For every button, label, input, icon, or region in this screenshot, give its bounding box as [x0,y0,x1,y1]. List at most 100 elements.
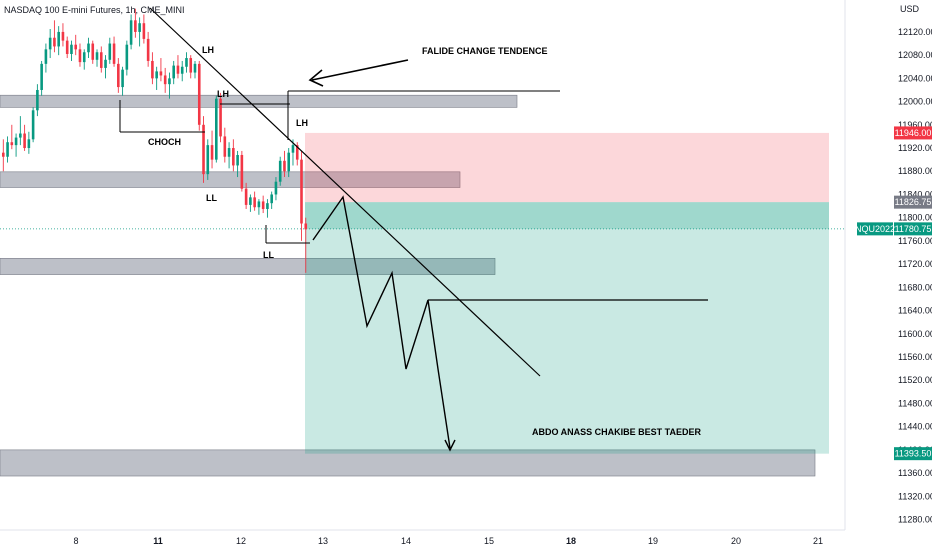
candle[interactable] [274,177,278,201]
candle[interactable] [159,58,163,82]
candle[interactable] [87,37,90,59]
candle[interactable] [232,139,235,172]
candle[interactable] [236,150,239,178]
candle[interactable] [202,116,205,183]
candle-body [172,65,175,79]
zone-11360[interactable] [0,449,816,477]
candle[interactable] [31,107,35,143]
candle[interactable] [197,60,201,131]
price-tag-bg [894,447,932,461]
candle[interactable] [134,8,137,38]
price-tag-text: 11393.50 [895,449,932,459]
candle[interactable] [138,17,141,47]
candle[interactable] [48,29,52,59]
candle[interactable] [27,131,31,154]
x-tick-label: 21 [813,536,823,546]
candle[interactable] [295,142,299,166]
candle-body [193,63,197,73]
price-tag-bg [894,195,932,209]
candle[interactable] [168,72,171,99]
candle[interactable] [257,199,261,215]
price-tag: 11393.50 [894,447,932,461]
candle[interactable] [95,49,99,67]
x-tick-label: 8 [73,536,78,546]
candle[interactable] [278,156,282,186]
candle[interactable] [172,60,175,85]
candle[interactable] [176,55,180,79]
candle[interactable] [40,60,43,96]
candle-body [65,40,69,54]
price-tag-bg [894,222,932,236]
candle[interactable] [117,58,120,93]
candle[interactable] [78,43,82,67]
candle[interactable] [125,40,129,76]
take-profit-zone[interactable] [305,202,829,454]
candle[interactable] [151,52,154,85]
candle[interactable] [193,60,197,79]
candle[interactable] [74,34,78,56]
candle[interactable] [189,55,193,79]
candle[interactable] [19,116,22,146]
candle[interactable] [244,182,248,209]
candle[interactable] [287,148,291,178]
candle[interactable] [99,46,103,73]
candle[interactable] [104,55,107,79]
candle-body [244,188,248,205]
candle[interactable] [223,127,227,163]
candle[interactable] [163,67,167,93]
candle[interactable] [70,40,73,61]
candle[interactable] [300,150,303,241]
candle[interactable] [270,191,273,209]
candle[interactable] [146,31,150,67]
candle[interactable] [210,130,214,169]
projection-path[interactable] [312,195,451,449]
candle[interactable] [57,26,60,56]
candle[interactable] [261,195,265,214]
candle[interactable] [266,199,269,218]
zone-11710[interactable] [0,258,496,275]
candle[interactable] [91,40,95,64]
candle[interactable] [206,139,210,180]
candle[interactable] [65,36,69,59]
candle[interactable] [227,142,231,169]
candle[interactable] [36,84,39,117]
candle[interactable] [112,36,116,67]
candle[interactable] [142,14,146,44]
stop-loss-zone[interactable] [305,132,829,203]
candle[interactable] [249,194,252,212]
candle[interactable] [61,23,65,47]
candle[interactable] [240,150,244,192]
zone-12000[interactable] [0,94,518,108]
candle[interactable] [53,20,56,53]
candle[interactable] [215,95,218,163]
candle[interactable] [253,191,256,211]
candle[interactable] [185,52,188,73]
symbol-title[interactable]: NASDAQ 100 E-mini Futures, 1h, CME_MINI [4,5,185,15]
candle[interactable] [219,92,222,143]
candle[interactable] [44,43,48,73]
candle[interactable] [304,217,308,273]
y-tick-label: 11640.00 [898,306,932,316]
candle[interactable] [23,124,26,151]
candle[interactable] [121,66,124,96]
candle[interactable] [180,60,184,82]
zone-11870[interactable] [0,171,461,188]
candle-body [295,145,299,160]
candle[interactable] [10,124,14,150]
candle[interactable] [108,37,112,64]
candle[interactable] [155,66,158,90]
x-tick-label: 15 [484,536,494,546]
candle[interactable] [82,49,86,70]
candle[interactable] [6,136,9,163]
candle[interactable] [283,150,286,178]
candle-body [227,148,231,157]
candle[interactable] [14,133,18,157]
candle[interactable] [129,14,133,50]
candle-body [27,139,31,149]
downtrend-line[interactable] [149,7,541,377]
y-tick-label: 11760.00 [898,236,932,246]
candle[interactable] [1,139,5,172]
candle-body [142,23,146,39]
